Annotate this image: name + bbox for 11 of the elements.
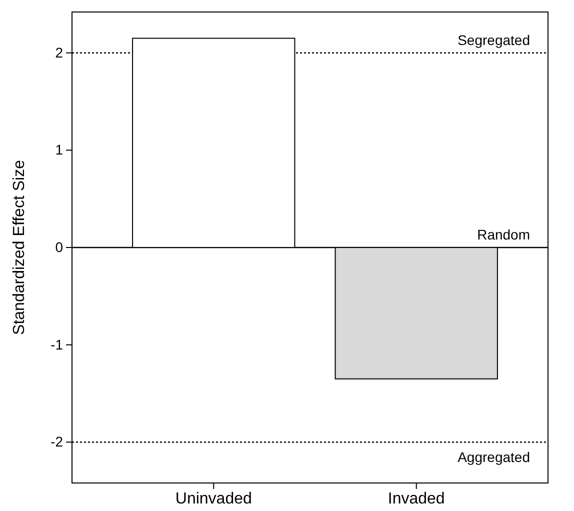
y-tick-label: -2 bbox=[50, 434, 64, 450]
ref-line-label: Random bbox=[477, 226, 530, 242]
y-tick-label: 1 bbox=[55, 142, 64, 158]
y-tick-label: 2 bbox=[55, 44, 64, 60]
x-tick-label: Invaded bbox=[388, 490, 445, 508]
y-tick-label: 0 bbox=[55, 238, 64, 255]
y-tick-label: -1 bbox=[50, 336, 64, 352]
x-tick-label: Uninvaded bbox=[175, 490, 252, 508]
ref-line-label: Aggregated bbox=[458, 449, 530, 466]
y-axis-title: Standardized Effect Size bbox=[11, 160, 28, 335]
ref-line-label: Segregated bbox=[458, 32, 530, 48]
